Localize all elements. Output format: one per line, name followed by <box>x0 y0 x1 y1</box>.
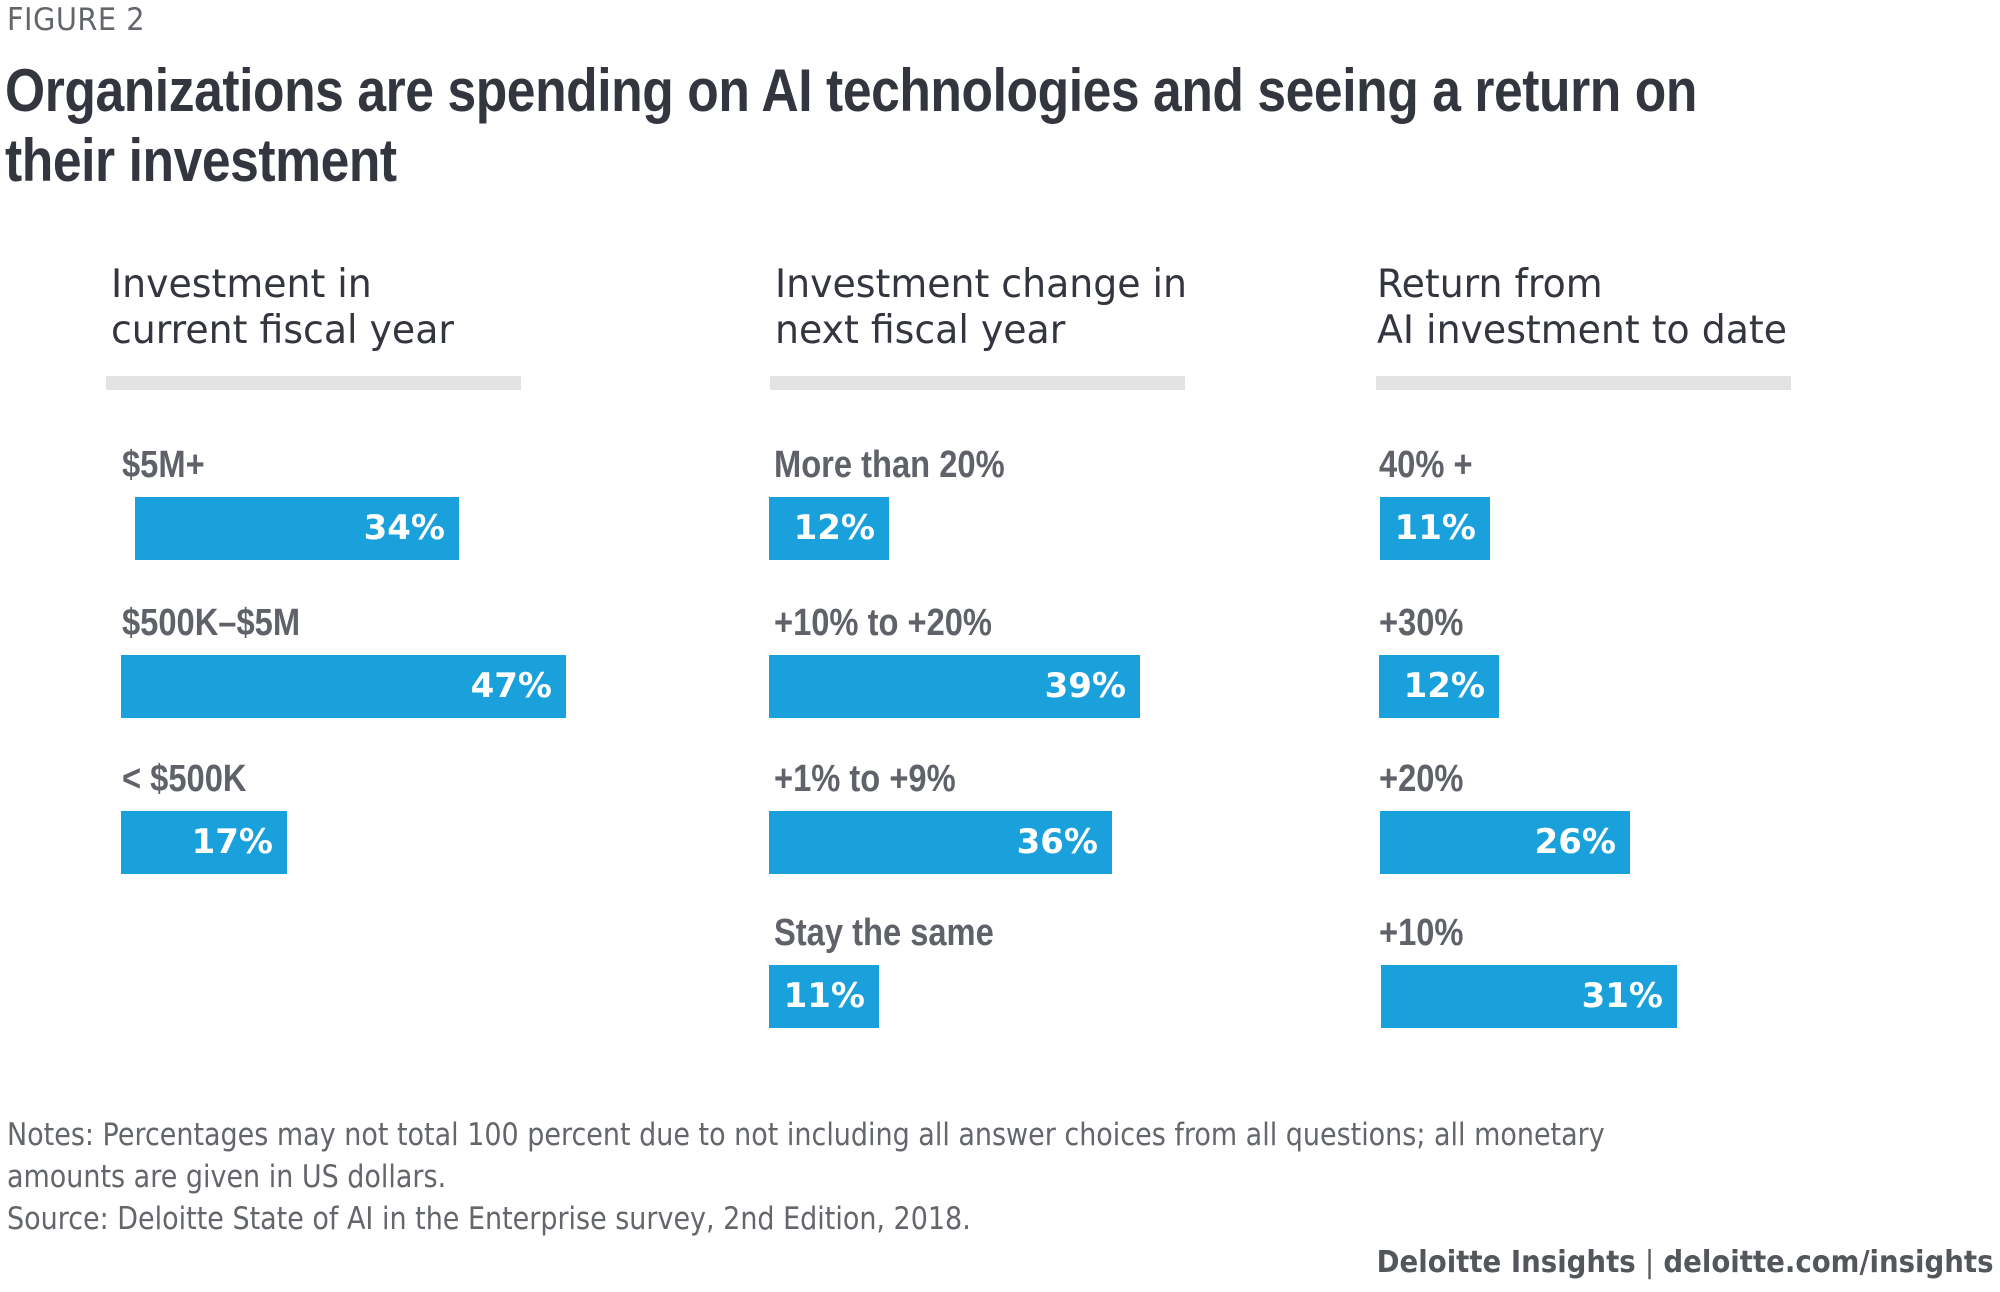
panel-3-bar-value-label: 31% <box>1581 976 1663 1016</box>
panel-1-bar: 47% <box>121 655 566 718</box>
panel-1-bar-value-label: 47% <box>470 666 552 706</box>
notes: Notes: Percentages may not total 100 per… <box>7 1114 1747 1240</box>
panel-3-heading-line-2: AI investment to date <box>1377 308 1788 353</box>
figure-label: FIGURE 2 <box>7 2 146 38</box>
panel-3-bar-value-label: 12% <box>1403 666 1485 706</box>
panel-3-category-label: 40% + <box>1379 444 1473 486</box>
panel-1-bar: 34% <box>135 497 459 560</box>
panel-2-category-label: Stay the same <box>774 912 994 954</box>
footer-separator: | <box>1645 1245 1655 1280</box>
panel-2-bar: 36% <box>769 811 1112 874</box>
panel-1-bar-value-label: 17% <box>191 822 273 862</box>
chart-title-line-1: Organizations are spending on AI technol… <box>5 57 1697 124</box>
footer-brand: Deloitte Insights <box>1377 1245 1637 1280</box>
panel-1-bar: 17% <box>121 811 287 874</box>
panel-1-heading: Investment in current fiscal year <box>111 262 454 354</box>
panel-1-category-label: < $500K <box>122 758 247 800</box>
panel-3-bar: 31% <box>1381 965 1677 1028</box>
source-line: Source: Deloitte State of AI in the Ente… <box>7 1201 971 1237</box>
panel-2-bar-value-label: 12% <box>793 508 875 548</box>
panel-3-category-label: +30% <box>1379 602 1464 644</box>
panel-1-category-label: $5M+ <box>122 444 205 486</box>
panel-1-heading-line-1: Investment in <box>111 262 372 307</box>
panel-1-heading-line-2: current fiscal year <box>111 308 454 353</box>
panel-3-bar: 11% <box>1380 497 1490 560</box>
panel-3-bar: 12% <box>1379 655 1499 718</box>
panel-2-heading: Investment change in next fiscal year <box>775 262 1187 354</box>
panel-3-bar: 26% <box>1380 811 1630 874</box>
panel-3-heading: Return from AI investment to date <box>1377 262 1787 354</box>
panel-3-bar-value-label: 26% <box>1534 822 1616 862</box>
panel-1-bar-value-label: 34% <box>363 508 445 548</box>
panel-2-bar: 11% <box>769 965 879 1028</box>
panel-2-category-label: +10% to +20% <box>774 602 992 644</box>
panel-2-divider <box>770 376 1185 390</box>
panel-2-bar: 39% <box>769 655 1140 718</box>
panel-3-heading-line-1: Return from <box>1377 262 1603 307</box>
panel-2-bar: 12% <box>769 497 889 560</box>
panel-2-category-label: More than 20% <box>774 444 1005 486</box>
panel-2-bar-value-label: 36% <box>1016 822 1098 862</box>
panel-3-divider <box>1376 376 1791 390</box>
panel-2-bar-value-label: 11% <box>783 976 865 1016</box>
panel-3-category-label: +10% <box>1379 912 1464 954</box>
panel-1-divider <box>106 376 521 390</box>
panel-2-category-label: +1% to +9% <box>774 758 956 800</box>
footer-url[interactable]: deloitte.com/insights <box>1663 1245 1994 1280</box>
notes-line-1: Notes: Percentages may not total 100 per… <box>7 1117 1605 1153</box>
panel-2-heading-line-2: next fiscal year <box>775 308 1066 353</box>
panel-3-bar-value-label: 11% <box>1394 508 1476 548</box>
chart-title: Organizations are spending on AI technol… <box>5 56 1697 196</box>
panel-1-category-label: $500K–$5M <box>122 602 301 644</box>
panel-2-heading-line-1: Investment change in <box>775 262 1188 307</box>
footer-credit: Deloitte Insights | deloitte.com/insights <box>1377 1245 1994 1280</box>
panel-3-category-label: +20% <box>1379 758 1464 800</box>
panel-2-bar-value-label: 39% <box>1044 666 1126 706</box>
chart-title-line-2: their investment <box>5 127 397 194</box>
notes-line-2: amounts are given in US dollars. <box>7 1159 447 1195</box>
